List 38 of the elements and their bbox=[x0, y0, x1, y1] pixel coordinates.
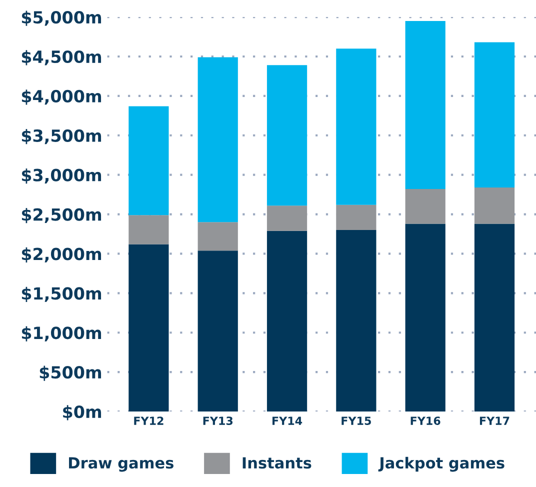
bar bbox=[405, 20, 446, 190]
bar bbox=[336, 204, 376, 230]
bar bbox=[128, 106, 169, 216]
y-tick-label: $0m bbox=[63, 405, 102, 420]
bar bbox=[128, 215, 169, 244]
bar bbox=[198, 57, 238, 222]
bar bbox=[198, 250, 238, 412]
y-tick-label: $4,000m bbox=[22, 90, 102, 105]
x-tick-label: FY15 bbox=[342, 416, 371, 425]
legend-label: Draw games bbox=[69, 457, 174, 472]
bar bbox=[266, 206, 308, 231]
bar bbox=[474, 224, 515, 412]
y-tick-label: $1,500m bbox=[22, 286, 102, 302]
x-tick-label: FY12 bbox=[134, 416, 164, 425]
bar bbox=[336, 48, 376, 205]
y-tick-label: $4,500m bbox=[22, 50, 102, 66]
legend-label: Jackpot games bbox=[378, 456, 504, 472]
y-tick-label: $2,000m bbox=[22, 247, 102, 263]
y-tick-label: $5,000m bbox=[22, 10, 102, 26]
bar bbox=[405, 224, 446, 412]
y-tick-label: $1,000m bbox=[22, 326, 102, 342]
x-tick-label: FY16 bbox=[410, 416, 440, 425]
bar bbox=[405, 189, 446, 224]
y-tick-label: $3,000m bbox=[22, 168, 102, 184]
y-tick-label: $2,500m bbox=[22, 208, 102, 224]
bar bbox=[336, 230, 376, 412]
x-tick-label: FY14 bbox=[272, 416, 302, 425]
legend-label: Instants bbox=[242, 457, 312, 469]
y-tick-label: $500m bbox=[40, 366, 102, 381]
bar bbox=[474, 42, 515, 188]
y-tick-label: $3,500m bbox=[22, 129, 102, 144]
bar bbox=[266, 230, 308, 412]
x-tick-label: FY17 bbox=[480, 416, 510, 425]
x-tick-label: FY13 bbox=[203, 416, 233, 425]
bar bbox=[474, 187, 515, 224]
bar bbox=[198, 222, 238, 251]
bar bbox=[128, 244, 169, 412]
bar bbox=[266, 65, 308, 206]
